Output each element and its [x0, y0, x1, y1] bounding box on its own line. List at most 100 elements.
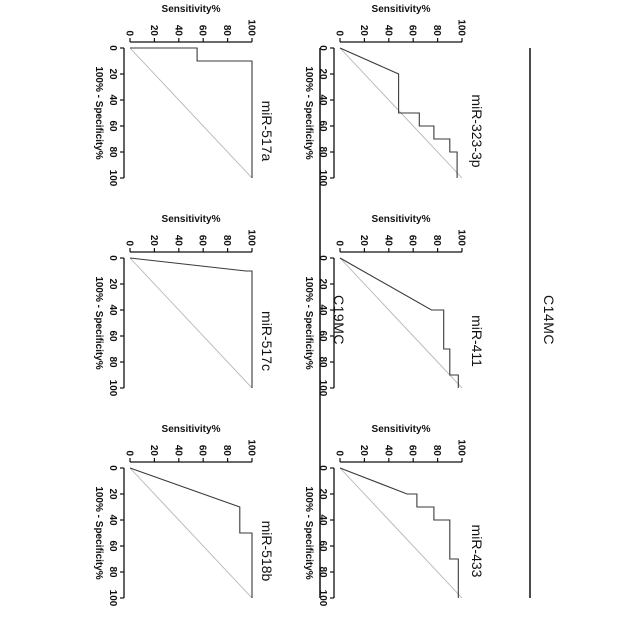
y-tick-label: 0 [334, 450, 345, 456]
reference-diagonal [130, 48, 252, 178]
x-tick-label: 0 [317, 465, 328, 471]
x-tick-label: 100 [107, 590, 118, 607]
y-tick-label: 80 [221, 25, 232, 37]
x-tick-label: 40 [107, 514, 118, 526]
x-tick-label: 100 [107, 380, 118, 397]
roc-panel-mir-433: miR-433020406080100020406080100100% - Sp… [303, 424, 485, 607]
panel-title: miR-411 [469, 315, 485, 367]
x-tick-label: 80 [107, 356, 118, 368]
y-tick-label: 60 [407, 235, 418, 247]
y-tick-label: 80 [431, 235, 442, 247]
y-tick-label: 20 [148, 235, 159, 247]
panel-title: miR-517a [259, 101, 275, 162]
x-tick-label: 20 [317, 68, 328, 80]
x-tick-label: 0 [317, 255, 328, 261]
y-tick-label: 0 [124, 240, 135, 246]
y-tick-label: 60 [407, 25, 418, 37]
panel-title: miR-323-3p [469, 94, 485, 167]
x-tick-label: 40 [317, 94, 328, 106]
y-axis-label: Sensitivity% [162, 4, 221, 15]
y-tick-label: 80 [221, 445, 232, 457]
y-tick-label: 80 [431, 445, 442, 457]
roc-panel-mir-517a: miR-517a020406080100020406080100100% - S… [93, 4, 275, 187]
y-tick-label: 60 [197, 25, 208, 37]
x-tick-label: 40 [317, 304, 328, 316]
x-tick-label: 20 [107, 278, 118, 290]
x-axis-label: 100% - Specificity% [93, 486, 104, 579]
x-tick-label: 40 [317, 514, 328, 526]
y-axis-label: Sensitivity% [162, 424, 221, 435]
x-tick-label: 100 [317, 170, 328, 187]
x-tick-label: 80 [317, 146, 328, 158]
y-tick-label: 60 [197, 235, 208, 247]
x-tick-label: 60 [107, 540, 118, 552]
x-tick-label: 80 [317, 566, 328, 578]
y-tick-label: 80 [431, 25, 442, 37]
x-axis-label: 100% - Specificity% [93, 276, 104, 369]
x-axis-label: 100% - Specificity% [303, 486, 314, 579]
y-tick-label: 20 [148, 25, 159, 37]
x-tick-label: 40 [107, 304, 118, 316]
x-tick-label: 60 [317, 120, 328, 132]
x-tick-label: 100 [107, 170, 118, 187]
y-tick-label: 80 [221, 235, 232, 247]
reference-diagonal [340, 468, 462, 598]
x-tick-label: 0 [317, 45, 328, 51]
panel-title: miR-517c [259, 311, 275, 371]
reference-diagonal [130, 468, 252, 598]
y-tick-label: 40 [382, 445, 393, 457]
y-tick-label: 20 [358, 235, 369, 247]
y-tick-label: 40 [382, 235, 393, 247]
x-tick-label: 100 [317, 590, 328, 607]
x-tick-label: 0 [107, 45, 118, 51]
y-tick-label: 0 [124, 450, 135, 456]
x-tick-label: 40 [107, 94, 118, 106]
y-tick-label: 100 [456, 229, 467, 246]
y-tick-label: 100 [456, 19, 467, 36]
y-tick-label: 100 [246, 19, 257, 36]
x-tick-label: 60 [317, 540, 328, 552]
y-tick-label: 40 [382, 25, 393, 37]
x-tick-label: 100 [317, 380, 328, 397]
x-axis-label: 100% - Specificity% [93, 66, 104, 159]
x-tick-label: 20 [317, 488, 328, 500]
x-tick-label: 0 [107, 255, 118, 261]
y-tick-label: 20 [358, 25, 369, 37]
panel-title: miR-518b [259, 521, 275, 582]
y-tick-label: 40 [172, 235, 183, 247]
x-tick-label: 60 [317, 330, 328, 342]
y-tick-label: 20 [148, 445, 159, 457]
y-tick-label: 0 [124, 30, 135, 36]
y-tick-label: 20 [358, 445, 369, 457]
roc-panel-mir-323-3p: miR-323-3p020406080100020406080100100% -… [303, 4, 485, 187]
x-tick-label: 80 [317, 356, 328, 368]
panel-title: miR-433 [469, 525, 485, 578]
y-tick-label: 100 [246, 229, 257, 246]
y-tick-label: 40 [172, 25, 183, 37]
y-tick-label: 40 [172, 445, 183, 457]
y-tick-label: 0 [334, 240, 345, 246]
x-axis-label: 100% - Specificity% [303, 276, 314, 369]
y-axis-label: Sensitivity% [372, 4, 431, 15]
x-tick-label: 20 [107, 68, 118, 80]
x-tick-label: 60 [107, 120, 118, 132]
y-tick-label: 0 [334, 30, 345, 36]
roc-panel-mir-518b: miR-518b020406080100020406080100100% - S… [93, 424, 275, 607]
x-tick-label: 20 [107, 488, 118, 500]
roc-curve [340, 48, 457, 178]
y-axis-label: Sensitivity% [162, 214, 221, 225]
y-tick-label: 60 [197, 445, 208, 457]
y-tick-label: 100 [456, 439, 467, 456]
y-tick-label: 100 [246, 439, 257, 456]
roc-panel-mir-517c: miR-517c020406080100020406080100100% - S… [93, 214, 275, 397]
x-tick-label: 60 [107, 330, 118, 342]
y-axis-label: Sensitivity% [372, 424, 431, 435]
x-tick-label: 80 [107, 146, 118, 158]
x-tick-label: 0 [107, 465, 118, 471]
y-axis-label: Sensitivity% [372, 214, 431, 225]
x-axis-label: 100% - Specificity% [303, 66, 314, 159]
reference-diagonal [130, 258, 252, 388]
y-tick-label: 60 [407, 445, 418, 457]
